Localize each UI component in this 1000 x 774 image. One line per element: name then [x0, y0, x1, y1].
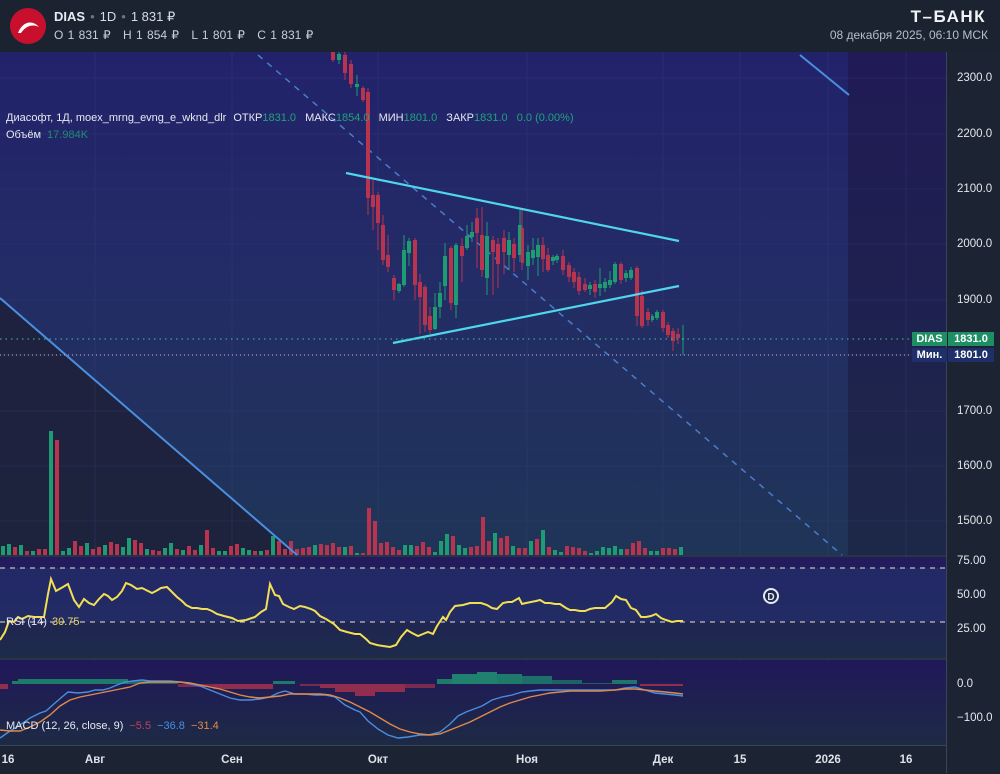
last-price: 1 831 ₽ — [130, 9, 176, 24]
time-tick: 15 — [733, 754, 747, 766]
triangle-lower-line — [392, 284, 680, 345]
rsi-tick: 50.00 — [957, 589, 986, 601]
time-axis[interactable]: 16 Авг Сен Окт Ноя Дек 15 2026 16 — [0, 745, 946, 774]
legend-close-value: 1831.0 — [474, 112, 508, 124]
dashed-trendline — [257, 54, 843, 556]
min-price-tag-value: 1801.0 — [948, 348, 994, 362]
rsi-label: RSI (14) — [6, 616, 47, 628]
legend-low-value: 1801.0 — [403, 112, 438, 124]
channel-line-lower — [0, 297, 298, 556]
signal-line — [0, 681, 684, 736]
legend-open-value: 1831.0 — [262, 112, 297, 124]
price-axis[interactable]: 2300.0 2200.0 2100.0 2000.0 1900.0 1700.… — [946, 52, 1000, 773]
macd-label: MACD (12, 26, close, 9) — [6, 720, 124, 732]
min-price-tag-label: Мин. — [912, 348, 947, 362]
rsi-tick: 25.00 — [957, 623, 986, 635]
legend-high-label: МАКС — [305, 112, 336, 124]
last-price-tag: DIAS 1831.0 — [912, 332, 994, 346]
legend-change: 0.0 (0.00%) — [516, 112, 574, 124]
triangle-upper-line — [345, 171, 680, 243]
chart-canvas[interactable] — [0, 52, 946, 745]
volume-legend: Объём 17.984K — [6, 129, 88, 141]
time-tick: Окт — [367, 754, 389, 766]
symbol: DIAS — [54, 9, 86, 24]
min-price-tag: Мин. 1801.0 — [912, 348, 994, 362]
volume-label: Объём — [6, 129, 42, 141]
time-tick: Авг — [84, 754, 106, 766]
macd-histogram — [0, 672, 683, 696]
time-tick: 2026 — [815, 754, 841, 766]
volume-bars — [1, 431, 683, 555]
macd-line-value: −36.8 — [157, 720, 185, 732]
macd-tick: −100.0 — [957, 712, 993, 724]
price-tick: 1700.0 — [957, 405, 993, 417]
dividend-marker-icon[interactable]: D — [763, 588, 779, 604]
macd-signal-value: −31.4 — [190, 720, 219, 732]
legend-open-label: ОТКР — [233, 112, 263, 124]
time-tick: 16 — [1, 754, 15, 766]
datetime: 08 декабря 2025, 06:10 МСК — [829, 28, 988, 42]
rsi-tick: 75.00 — [957, 555, 986, 567]
ohlc-open: O 1 831 ₽ — [54, 28, 111, 42]
ohlc-high: H 1 854 ₽ — [123, 28, 180, 42]
price-tick: 2200.0 — [957, 128, 993, 140]
time-tick: 16 — [899, 754, 913, 766]
ticker-line: DIAS • 1D • 1 831 ₽ — [54, 9, 176, 24]
time-tick: Сен — [221, 754, 243, 766]
dias-logo — [10, 8, 46, 44]
price-tick: 2300.0 — [957, 72, 993, 84]
last-price-tag-label: DIAS — [912, 332, 947, 346]
price-tick: 1900.0 — [957, 294, 993, 306]
time-tick: Дек — [652, 754, 674, 766]
legend-close-label: ЗАКР — [446, 112, 475, 124]
legend-low-label: МИН — [378, 112, 404, 124]
interval[interactable]: 1D — [99, 9, 117, 24]
legend-title: Диасофт, 1Д, moex_mrng_evng_e_wknd_dlr — [6, 112, 227, 124]
ohlc-low: L 1 801 ₽ — [191, 28, 245, 42]
macd-legend: MACD (12, 26, close, 9) −5.5 −36.8 −31.4 — [6, 720, 219, 732]
price-tick: 2000.0 — [957, 238, 993, 250]
channel-line-upper — [799, 54, 850, 96]
legend-high-value: 1854.0 — [335, 112, 370, 124]
rsi-value: 30.75 — [51, 616, 80, 628]
chart-area[interactable]: Диасофт, 1Д, moex_mrng_evng_e_wknd_dlr О… — [0, 52, 946, 745]
main-legend: Диасофт, 1Д, moex_mrng_evng_e_wknd_dlr О… — [6, 112, 580, 124]
price-tick: 1500.0 — [957, 515, 993, 527]
price-tick: 1600.0 — [957, 460, 993, 472]
ohlc-close: C 1 831 ₽ — [257, 28, 314, 42]
brand-logo: T–БАНК — [910, 7, 986, 26]
rsi-legend: RSI (14) 30.75 — [6, 616, 80, 628]
candles — [331, 52, 684, 355]
volume-value: 17.984K — [47, 129, 89, 141]
macd-hist-value: −5.5 — [129, 720, 152, 732]
dolphin-icon — [18, 22, 39, 33]
macd-tick: 0.0 — [957, 678, 973, 690]
price-tick: 2100.0 — [957, 183, 993, 195]
time-tick: Ноя — [516, 754, 538, 766]
rsi-line — [0, 575, 683, 649]
last-price-tag-value: 1831.0 — [948, 332, 994, 346]
ohlc-line: O 1 831 ₽ H 1 854 ₽ L 1 801 ₽ C 1 831 ₽ — [54, 28, 321, 42]
header: DIAS • 1D • 1 831 ₽ O 1 831 ₽ H 1 854 ₽ L 1 … — [0, 0, 1000, 52]
